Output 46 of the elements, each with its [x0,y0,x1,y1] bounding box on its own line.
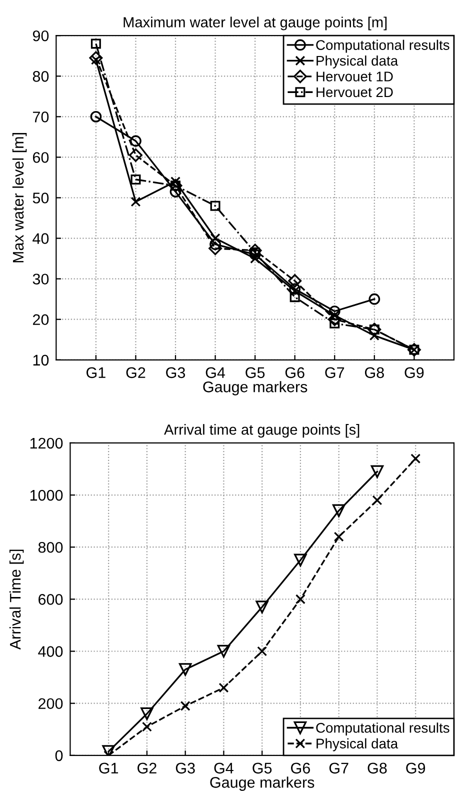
y-tick-label: 20 [32,314,49,326]
y-tick-label: 60 [33,152,49,163]
legend-label: Physical data [316,738,398,752]
chart-title: Arrival time at gauge points [s] [164,424,360,438]
x-tick-label: G7 [325,367,344,378]
x-tick-label: G5 [246,367,265,378]
y-tick-label: 1000 [30,490,63,501]
x-tick-label: G1 [99,762,118,774]
x-tick-label: G4 [206,367,226,378]
y-axis-title: Arrival Time [s] [9,550,24,650]
y-tick-label: 40 [32,233,49,244]
y-axis-title: Max water level [m] [12,133,27,262]
y-tick-label: 1200 [30,438,63,449]
x-axis-title: Gauge markers [203,381,308,396]
x-tick-label: G2 [126,367,146,378]
x-tick-label: G6 [291,762,310,774]
y-tick-label: 30 [32,274,49,285]
y-tick-label: 400 [38,646,63,657]
x-tick-label: G8 [364,367,384,378]
y-tick-label: 10 [33,354,49,366]
x-tick-label: G7 [329,762,348,774]
legend-label: Computational results [316,722,450,736]
x-axis-title: Gauge markers [210,776,314,791]
legend-label: Physical data [316,55,398,68]
y-tick-label: 600 [38,594,63,605]
x-tick-label: G6 [285,367,304,378]
x-tick-label: G1 [86,367,106,378]
y-tick-label: 90 [32,30,49,42]
x-tick-label: G9 [406,762,426,774]
y-tick-label: 50 [32,192,49,204]
x-tick-label: G9 [404,367,424,378]
x-tick-label: G5 [252,762,272,774]
x-tick-label: G3 [166,367,186,378]
chart-title: Maximum water level at gauge points [m] [124,16,387,30]
y-tick-label: 200 [38,698,63,710]
y-tick-label: 800 [38,542,63,553]
legend-label: Hervouet 2D [316,87,393,98]
x-tick-label: G4 [214,762,234,774]
x-tick-label: G8 [368,762,387,774]
x-tick-label: G3 [176,762,195,774]
y-tick-label: 70 [33,112,49,122]
y-tick-label: 0 [55,750,63,762]
x-tick-label: G2 [138,762,156,774]
y-tick-label: 80 [32,71,49,82]
legend-label: Hervouet 1D [316,72,393,82]
legend-label: Computational results [316,40,450,53]
